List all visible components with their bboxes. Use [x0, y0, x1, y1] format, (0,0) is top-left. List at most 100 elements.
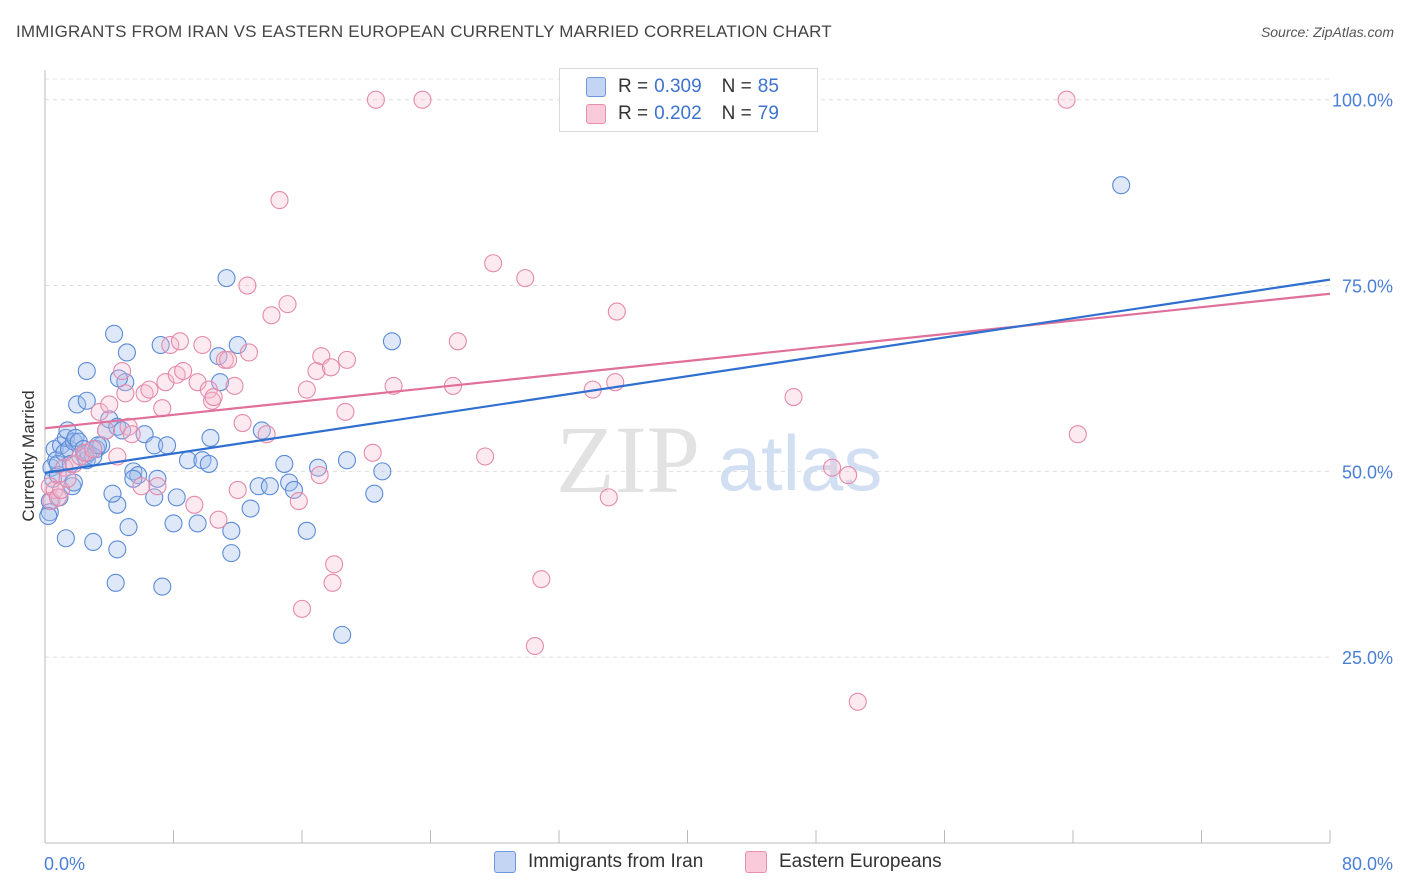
eastern-european-point-47	[289, 492, 308, 511]
iran-point-57	[228, 335, 247, 355]
iran-point-71	[382, 332, 402, 351]
iran-point-75	[106, 573, 125, 592]
eastern-european-point-58	[363, 443, 382, 462]
eastern-european-point-16	[116, 384, 135, 403]
eastern-european-point-75	[839, 466, 858, 485]
eastern-european-point-60	[384, 376, 403, 395]
eastern-european-point-44	[262, 306, 281, 325]
watermark-zip: ZIP	[556, 406, 700, 513]
chart-title: IMMIGRANTS FROM IRAN VS EASTERN EUROPEAN…	[16, 22, 832, 41]
iran-point-46	[167, 488, 186, 507]
iran-point-77	[103, 484, 122, 503]
y-tick-label-3: 100.0%	[1332, 91, 1393, 111]
eastern-european-point-30	[188, 373, 207, 392]
watermark-atlas: atlas	[718, 419, 883, 507]
gridlines	[45, 78, 1330, 658]
trend-lines	[44, 278, 1331, 474]
x-tick-labels: 0.0% 80.0%	[44, 854, 1393, 874]
iran-point-44	[158, 436, 177, 455]
bottom-legend-eastern-european[interactable]: Eastern Europeans	[745, 851, 942, 873]
bottom-legend-label-iran: Immigrants from Iran	[528, 851, 704, 872]
iran-point-66	[309, 458, 328, 477]
eastern-european-point-31	[193, 335, 212, 355]
eastern-european-point-35	[209, 510, 228, 529]
eastern-european-point-11	[90, 402, 109, 421]
iran-point-56	[222, 521, 241, 540]
eastern-european-point-56	[336, 402, 355, 421]
eastern-european-point-66	[516, 269, 535, 288]
eastern-european-point-10	[84, 440, 103, 459]
eastern-european-point-24	[156, 373, 175, 392]
bottom-legend-iran[interactable]: Immigrants from Iran	[494, 851, 703, 873]
eastern-european-point-40	[233, 414, 252, 433]
eastern-european-point-59	[366, 90, 385, 109]
eastern-european-point-25	[161, 335, 180, 355]
series-eastern-european-points	[40, 90, 1087, 711]
eastern-european-point-65	[484, 254, 503, 273]
iran-point-61	[260, 477, 279, 496]
eastern-european-point-4	[52, 480, 71, 499]
eastern-european-point-21	[140, 380, 159, 399]
y-tick-label-1: 50.0%	[1342, 462, 1393, 482]
eastern-european-point-18	[122, 425, 141, 444]
iran-point-31	[105, 324, 124, 343]
iran-point-42	[148, 469, 167, 488]
iran-point-45	[164, 514, 183, 533]
iran-point-67	[333, 625, 352, 644]
iran-point-70	[373, 462, 392, 481]
y-tick-label-2: 75.0%	[1342, 277, 1393, 297]
y-axis-label: Currently Married	[19, 390, 38, 521]
iran-point-29	[117, 343, 136, 362]
eastern-european-point-23	[153, 399, 172, 418]
iran-point-33	[77, 361, 96, 381]
eastern-european-point-39	[228, 480, 247, 499]
legend-n-value-eastern-european: 79	[757, 103, 779, 124]
eastern-european-point-61	[413, 90, 432, 109]
legend-r-value-iran: 0.309	[654, 76, 702, 97]
legend-r-value-eastern-european: 0.202	[654, 103, 702, 124]
iran-point-62	[275, 454, 294, 473]
iran-point-43	[151, 335, 170, 355]
bottom-legend-swatch-eastern-european	[745, 851, 767, 873]
eastern-european-point-28	[174, 361, 193, 381]
legend-n-label: N =	[721, 103, 752, 124]
eastern-european-point-29	[185, 495, 204, 514]
eastern-european-point-57	[337, 350, 357, 369]
eastern-european-point-67	[532, 570, 551, 589]
legend-r-label: R =	[618, 76, 649, 97]
eastern-european-point-27	[170, 332, 189, 351]
eastern-european-point-54	[323, 573, 342, 592]
iran-point-58	[241, 499, 260, 518]
eastern-european-point-37	[219, 350, 238, 369]
eastern-european-point-70	[599, 488, 618, 507]
watermark: ZIP atlas	[556, 406, 882, 513]
iran-point-41	[145, 436, 164, 455]
iran-point-16	[68, 395, 87, 414]
x-tick-label-end: 80.0%	[1342, 854, 1393, 874]
iran-point-51	[201, 428, 220, 447]
trend-line-eastern-european	[44, 292, 1331, 430]
eastern-european-point-63	[448, 332, 467, 351]
eastern-european-point-46	[278, 295, 297, 314]
source-label: Source: ZipAtlas.com	[1260, 24, 1394, 40]
eastern-european-point-12	[96, 421, 116, 440]
eastern-european-point-64	[476, 447, 495, 466]
iran-point-50	[199, 454, 218, 473]
eastern-european-point-38	[225, 376, 244, 395]
legend-r-label: R =	[618, 103, 649, 124]
iran-point-76	[153, 577, 172, 596]
eastern-european-point-51	[310, 466, 329, 485]
iran-point-36	[108, 495, 127, 514]
eastern-european-point-15	[113, 361, 132, 381]
trend-line-iran	[44, 278, 1331, 474]
y-tick-labels: 25.0% 50.0% 75.0% 100.0%	[1332, 91, 1393, 668]
iran-point-83	[1112, 176, 1131, 195]
eastern-european-point-68	[525, 636, 544, 656]
iran-point-32	[77, 391, 96, 410]
eastern-european-point-41	[238, 276, 257, 295]
eastern-european-point-19	[132, 477, 151, 496]
legend-row-iran: R = 0.309 N = 85	[586, 75, 779, 99]
legend-n-value-iran: 85	[757, 76, 779, 97]
axes	[44, 70, 1331, 844]
